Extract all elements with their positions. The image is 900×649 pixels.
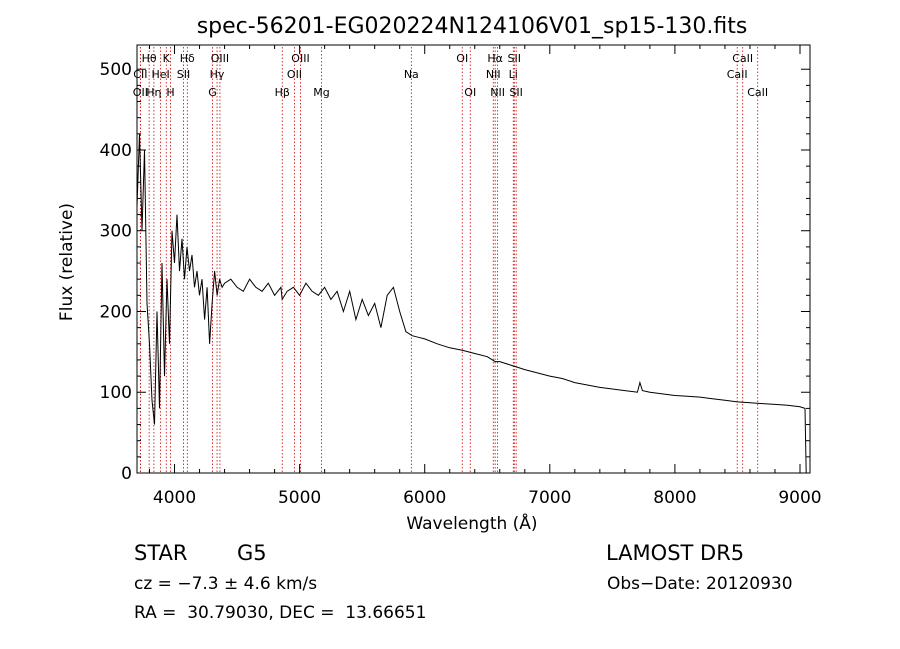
line-marker-label: K [163, 52, 171, 65]
observation-date: Obs−Date: 20120930 [607, 574, 793, 594]
sky-coordinates: RA = 30.79030, DEC = 13.66651 [134, 603, 427, 623]
line-marker-label: Hδ [180, 52, 195, 65]
y-tick-label: 100 [100, 383, 132, 403]
y-axis-ticks: 0 100 200 300 400 500 [100, 60, 810, 484]
y-axis-label: Flux (relative) [57, 203, 77, 321]
x-tick-label: 7000 [528, 488, 571, 508]
x-tick-label: 9000 [778, 488, 821, 508]
line-marker-label: CaII [747, 86, 768, 99]
line-marker-label: SII [508, 52, 521, 65]
plot-frame [136, 44, 811, 474]
x-tick-label: 8000 [653, 488, 696, 508]
y-tick-label: 0 [121, 464, 132, 484]
line-marker-label: CaII [732, 52, 753, 65]
line-marker-label: OI [464, 86, 476, 99]
line-marker-label: Hθ [142, 52, 157, 65]
line-marker-labels: Hθ K Hδ OIII OIII OI Hα SII CaII CII HeI SII Hγ OII Na… [133, 52, 768, 99]
x-tick-label: 6000 [403, 488, 446, 508]
x-axis-label: Wavelength (Å) [406, 512, 537, 534]
line-marker-label: Mg [313, 86, 329, 99]
line-marker-label: CaII [727, 68, 748, 81]
line-marker-label: Hη [146, 86, 161, 99]
line-marker-label: Na [404, 68, 419, 81]
line-marker-label: Li [509, 68, 518, 81]
line-marker-label: OI [456, 52, 468, 65]
radial-velocity: cz = −7.3 ± 4.6 km/s [134, 574, 318, 594]
line-marker-label: SII [177, 68, 190, 81]
object-class: STAR [134, 541, 188, 565]
line-marker-label: Hγ [210, 68, 225, 81]
y-tick-label: 400 [100, 141, 132, 161]
spectrum-series-line [136, 133, 807, 474]
x-axis-ticks: 4000 5000 6000 7000 8000 9000 [149, 45, 822, 508]
line-marker-label: OIII [211, 52, 229, 65]
line-marker-label: NII [486, 68, 501, 81]
line-marker-label: Hα [487, 52, 503, 65]
y-tick-label: 200 [100, 302, 132, 322]
line-marker-label: H [166, 86, 174, 99]
y-tick-label: 500 [100, 60, 132, 80]
line-marker-label: NII [490, 86, 505, 99]
line-marker-label: OIII [291, 52, 309, 65]
survey-name: LAMOST DR5 [606, 541, 745, 565]
chart-title: spec-56201-EG020224N124106V01_sp15-130.f… [197, 14, 748, 39]
x-tick-label: 5000 [278, 488, 321, 508]
line-marker-label: OII [287, 68, 302, 81]
line-markers [139, 47, 759, 473]
line-marker-label: HeI [151, 68, 169, 81]
x-tick-label: 4000 [153, 488, 196, 508]
line-marker-label: G [208, 86, 217, 99]
object-subclass: G5 [237, 541, 267, 565]
line-marker-label: SII [509, 86, 522, 99]
line-marker-label: CII [133, 68, 147, 81]
line-marker-label: Hβ [275, 86, 290, 99]
y-tick-label: 300 [100, 222, 132, 242]
